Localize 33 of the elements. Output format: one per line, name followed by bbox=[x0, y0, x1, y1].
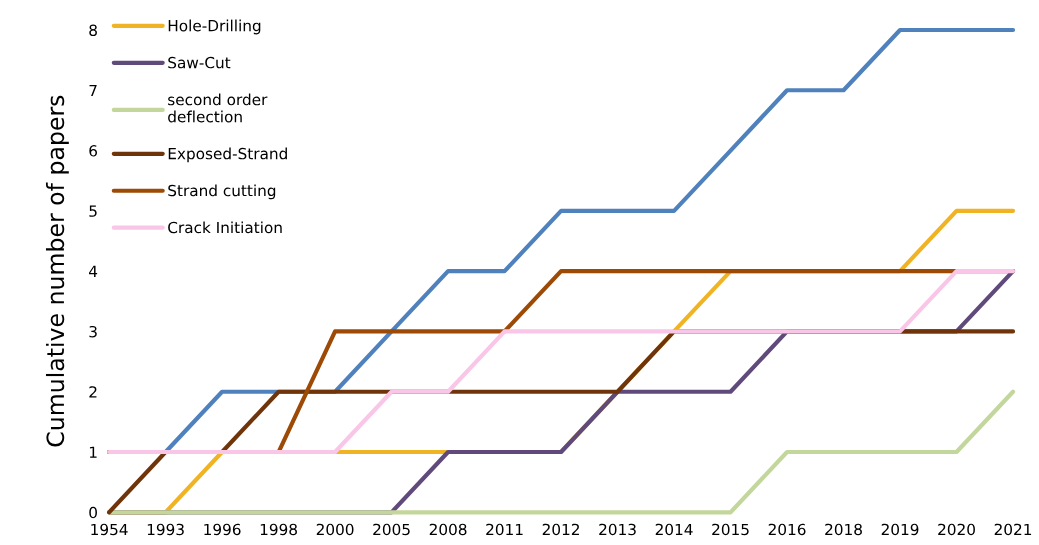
y-tick-label: 2 bbox=[89, 386, 97, 398]
x-tick-label: 2018 bbox=[825, 523, 862, 536]
y-axis-title: Cumulative number of papers bbox=[45, 95, 69, 447]
x-tick-label: 2021 bbox=[994, 523, 1032, 536]
legend-label: Strand cutting bbox=[168, 184, 276, 200]
y-tick-label: 0 bbox=[89, 506, 97, 519]
y-tick-label: 1 bbox=[89, 446, 97, 458]
legend-label: Saw-Cut bbox=[168, 56, 231, 69]
x-tick-label: 2015 bbox=[712, 523, 749, 536]
x-tick-label: 2019 bbox=[881, 523, 919, 536]
x-tick-label: 2005 bbox=[373, 523, 410, 536]
y-tick-label: 6 bbox=[89, 145, 98, 157]
x-tick-label: 2012 bbox=[542, 523, 579, 536]
x-tick-label: 2016 bbox=[768, 523, 806, 536]
y-tick-label: 3 bbox=[89, 325, 97, 338]
x-tick-label: 1998 bbox=[260, 523, 297, 536]
legend-label: Exposed-Strand bbox=[168, 147, 287, 163]
legend-label: second order deflection bbox=[168, 93, 268, 123]
x-tick-label: 2014 bbox=[655, 523, 693, 536]
y-tick-label: 7 bbox=[89, 84, 97, 97]
legend-label: Hole-Drilling bbox=[168, 19, 261, 35]
x-tick-label: 2011 bbox=[486, 523, 523, 536]
y-tick-label: 5 bbox=[89, 205, 97, 217]
x-tick-label: 2008 bbox=[429, 523, 467, 536]
x-tick-label: 2000 bbox=[316, 523, 354, 536]
x-tick-label: 2013 bbox=[599, 523, 636, 536]
legend-label: Crack Initiation bbox=[168, 221, 282, 234]
x-tick-label: 2020 bbox=[938, 523, 975, 536]
x-tick-label: 1954 bbox=[91, 523, 128, 536]
x-tick-label: 1996 bbox=[204, 523, 241, 536]
y-tick-label: 4 bbox=[89, 265, 98, 277]
x-tick-label: 1993 bbox=[147, 523, 184, 536]
y-tick-label: 8 bbox=[89, 24, 97, 36]
